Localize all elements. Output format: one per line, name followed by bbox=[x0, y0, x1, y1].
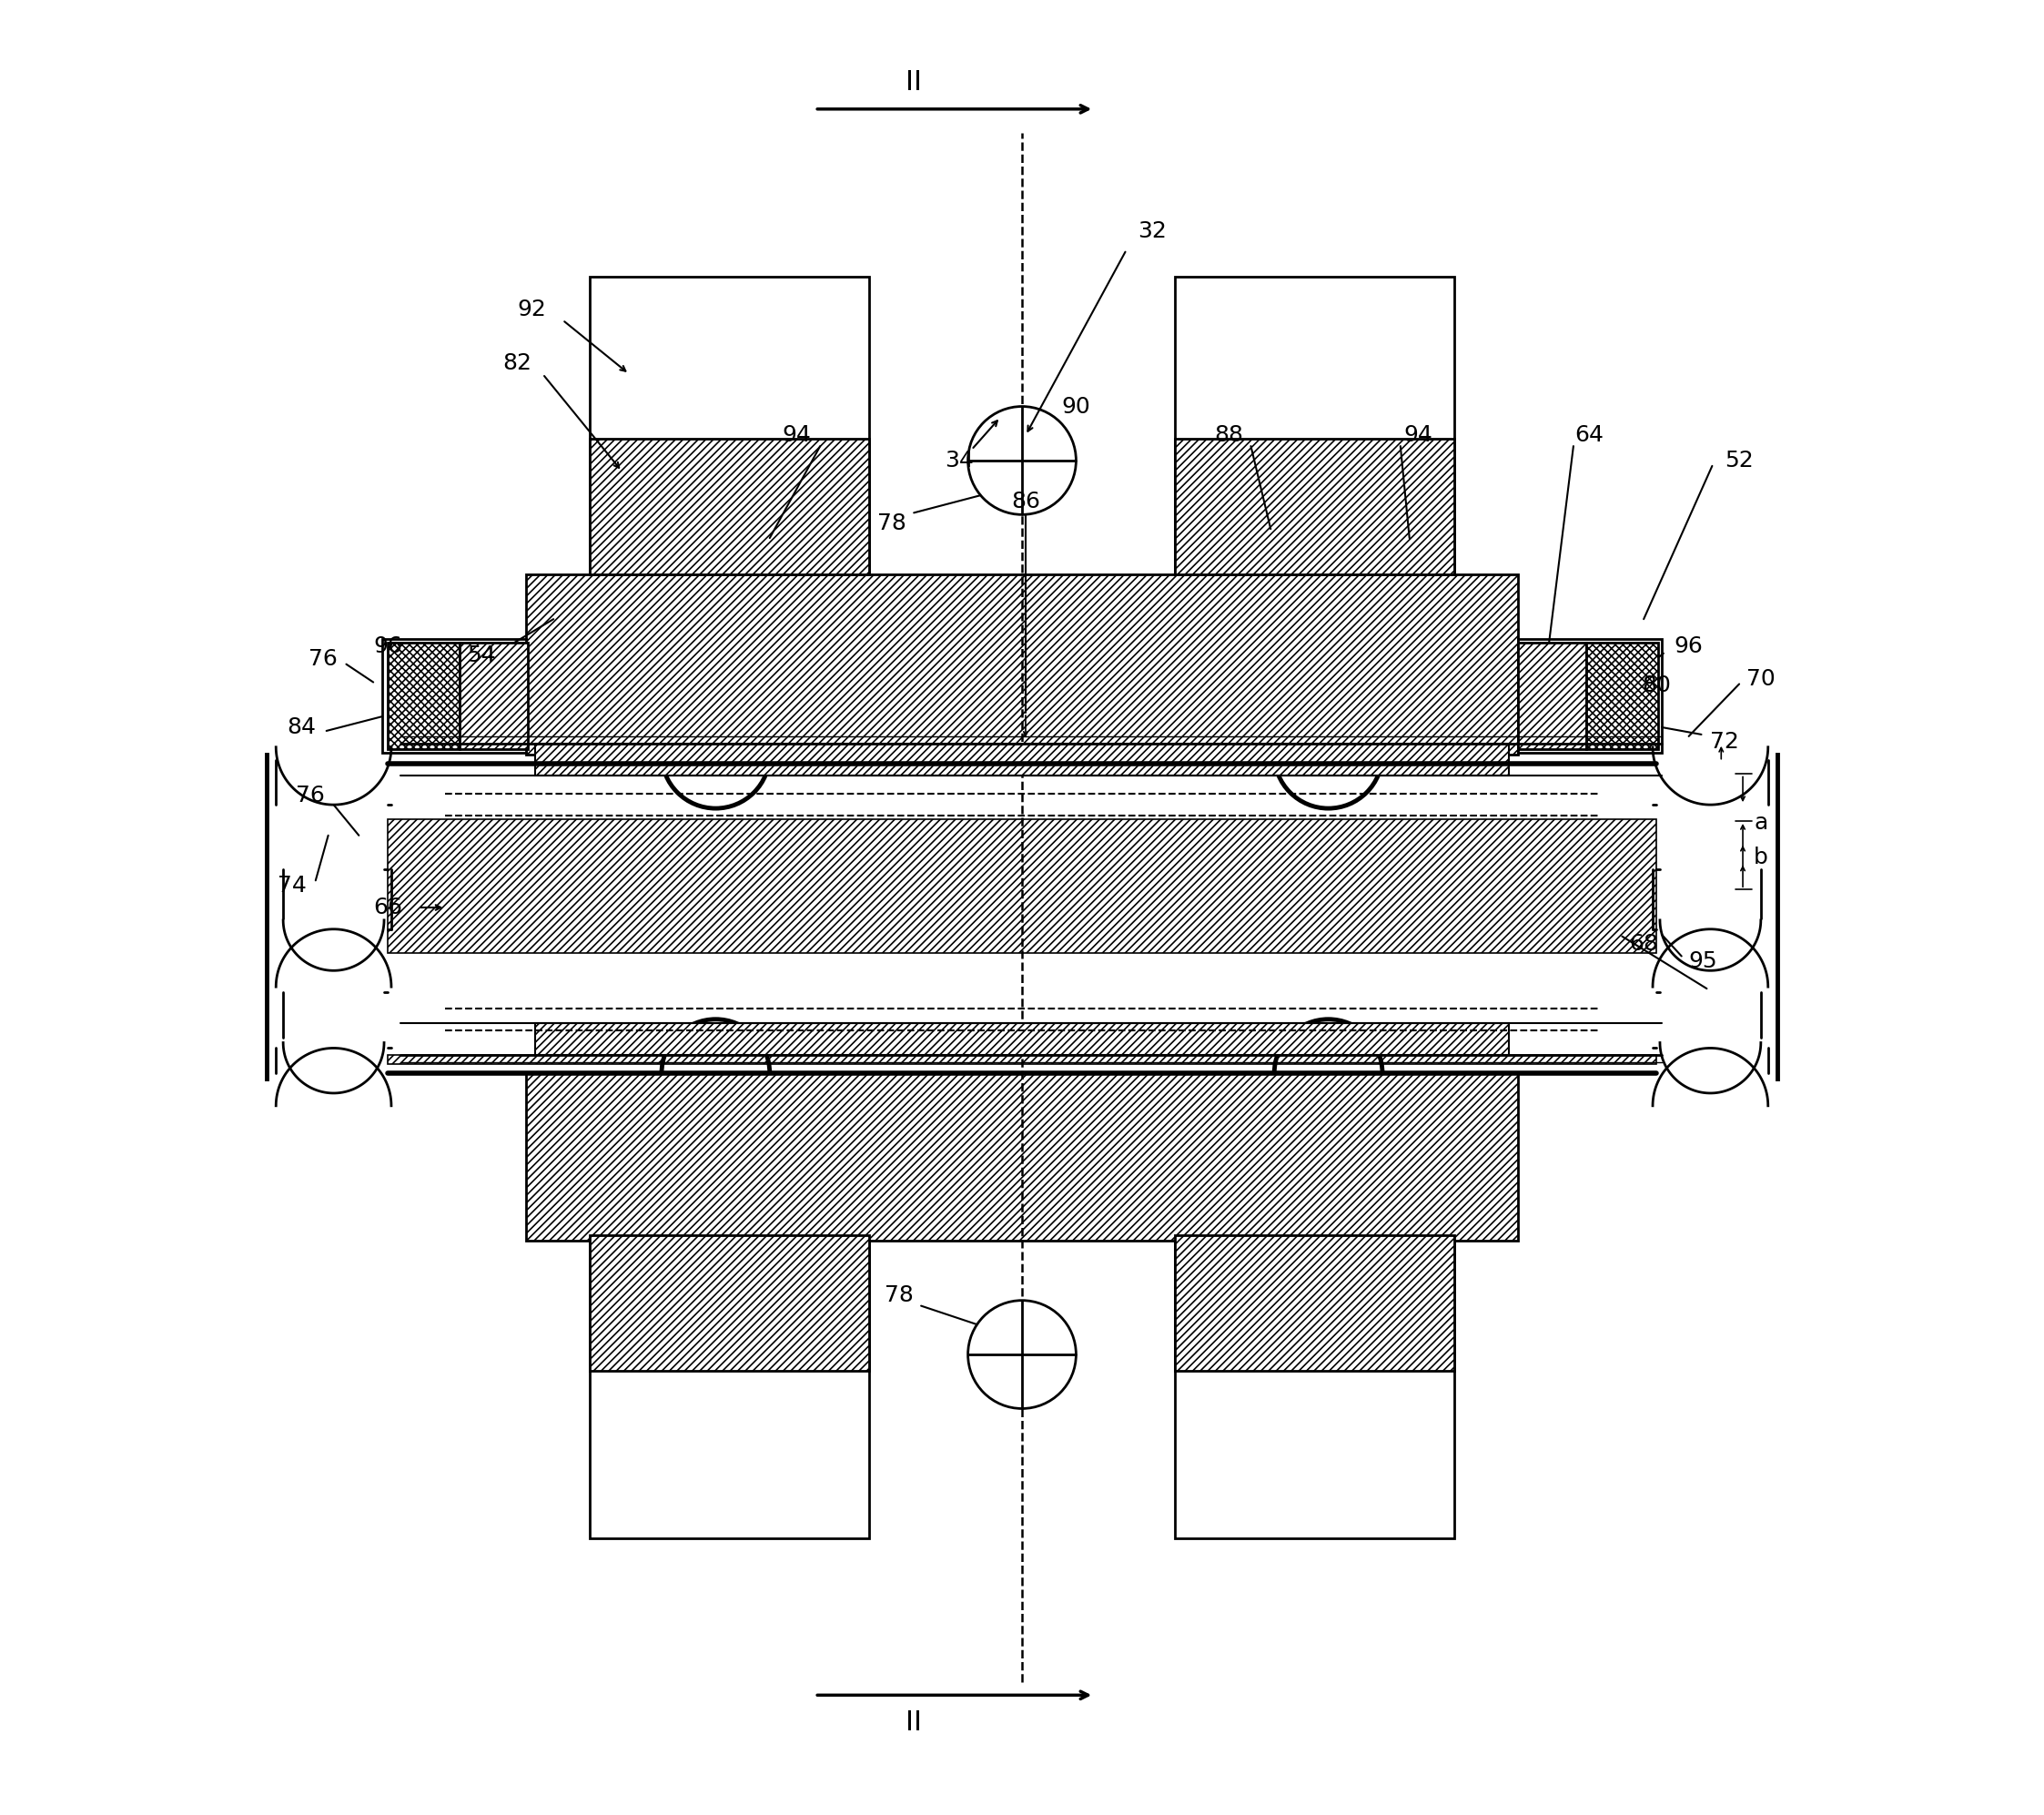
Bar bbox=[527, 1073, 1517, 1241]
Bar bbox=[536, 1024, 1508, 1055]
Text: 82: 82 bbox=[503, 352, 531, 374]
Text: 64: 64 bbox=[1576, 425, 1605, 446]
Text: II: II bbox=[905, 69, 922, 94]
Bar bbox=[1517, 639, 1662, 753]
Text: 94: 94 bbox=[1404, 425, 1433, 446]
Text: 76: 76 bbox=[296, 784, 325, 806]
Text: 76: 76 bbox=[309, 648, 337, 670]
Bar bbox=[460, 643, 527, 750]
Text: 72: 72 bbox=[1711, 731, 1739, 753]
Bar bbox=[388, 819, 1656, 953]
Text: 54: 54 bbox=[466, 644, 497, 666]
Text: 88: 88 bbox=[1214, 425, 1245, 446]
Text: II: II bbox=[905, 1710, 922, 1735]
Text: 66: 66 bbox=[374, 897, 403, 918]
Bar bbox=[1175, 439, 1455, 574]
Text: 78: 78 bbox=[877, 512, 908, 535]
Bar bbox=[1175, 276, 1455, 574]
Text: 52: 52 bbox=[1725, 450, 1754, 472]
Bar bbox=[1586, 643, 1658, 750]
Text: 96: 96 bbox=[1674, 635, 1703, 657]
Bar bbox=[1175, 1236, 1455, 1370]
Text: a: a bbox=[1754, 811, 1768, 833]
Bar bbox=[589, 439, 869, 574]
Bar bbox=[1175, 1241, 1455, 1539]
Text: 70: 70 bbox=[1746, 668, 1776, 690]
Text: 78: 78 bbox=[885, 1283, 914, 1307]
Text: 32: 32 bbox=[1136, 221, 1167, 243]
Text: 74: 74 bbox=[278, 875, 307, 897]
Bar bbox=[388, 643, 460, 750]
Circle shape bbox=[969, 1300, 1075, 1408]
Text: 94: 94 bbox=[783, 425, 811, 446]
Bar bbox=[589, 1236, 869, 1370]
Text: 68: 68 bbox=[1629, 933, 1658, 955]
Bar bbox=[589, 276, 869, 574]
Bar bbox=[382, 639, 527, 753]
Text: 86: 86 bbox=[1012, 492, 1040, 514]
Text: 92: 92 bbox=[517, 298, 546, 319]
Text: 34: 34 bbox=[944, 450, 973, 472]
Text: 96: 96 bbox=[374, 635, 403, 657]
Bar bbox=[388, 1055, 1656, 1064]
Bar bbox=[589, 1241, 869, 1539]
Text: 95: 95 bbox=[1688, 951, 1717, 973]
Text: b: b bbox=[1754, 846, 1768, 868]
Circle shape bbox=[969, 407, 1075, 515]
Bar bbox=[527, 574, 1517, 755]
Bar bbox=[1517, 643, 1586, 750]
Bar bbox=[536, 744, 1508, 777]
Text: 80: 80 bbox=[1641, 675, 1670, 697]
Text: 84: 84 bbox=[286, 717, 315, 739]
Text: 90: 90 bbox=[1061, 396, 1091, 417]
